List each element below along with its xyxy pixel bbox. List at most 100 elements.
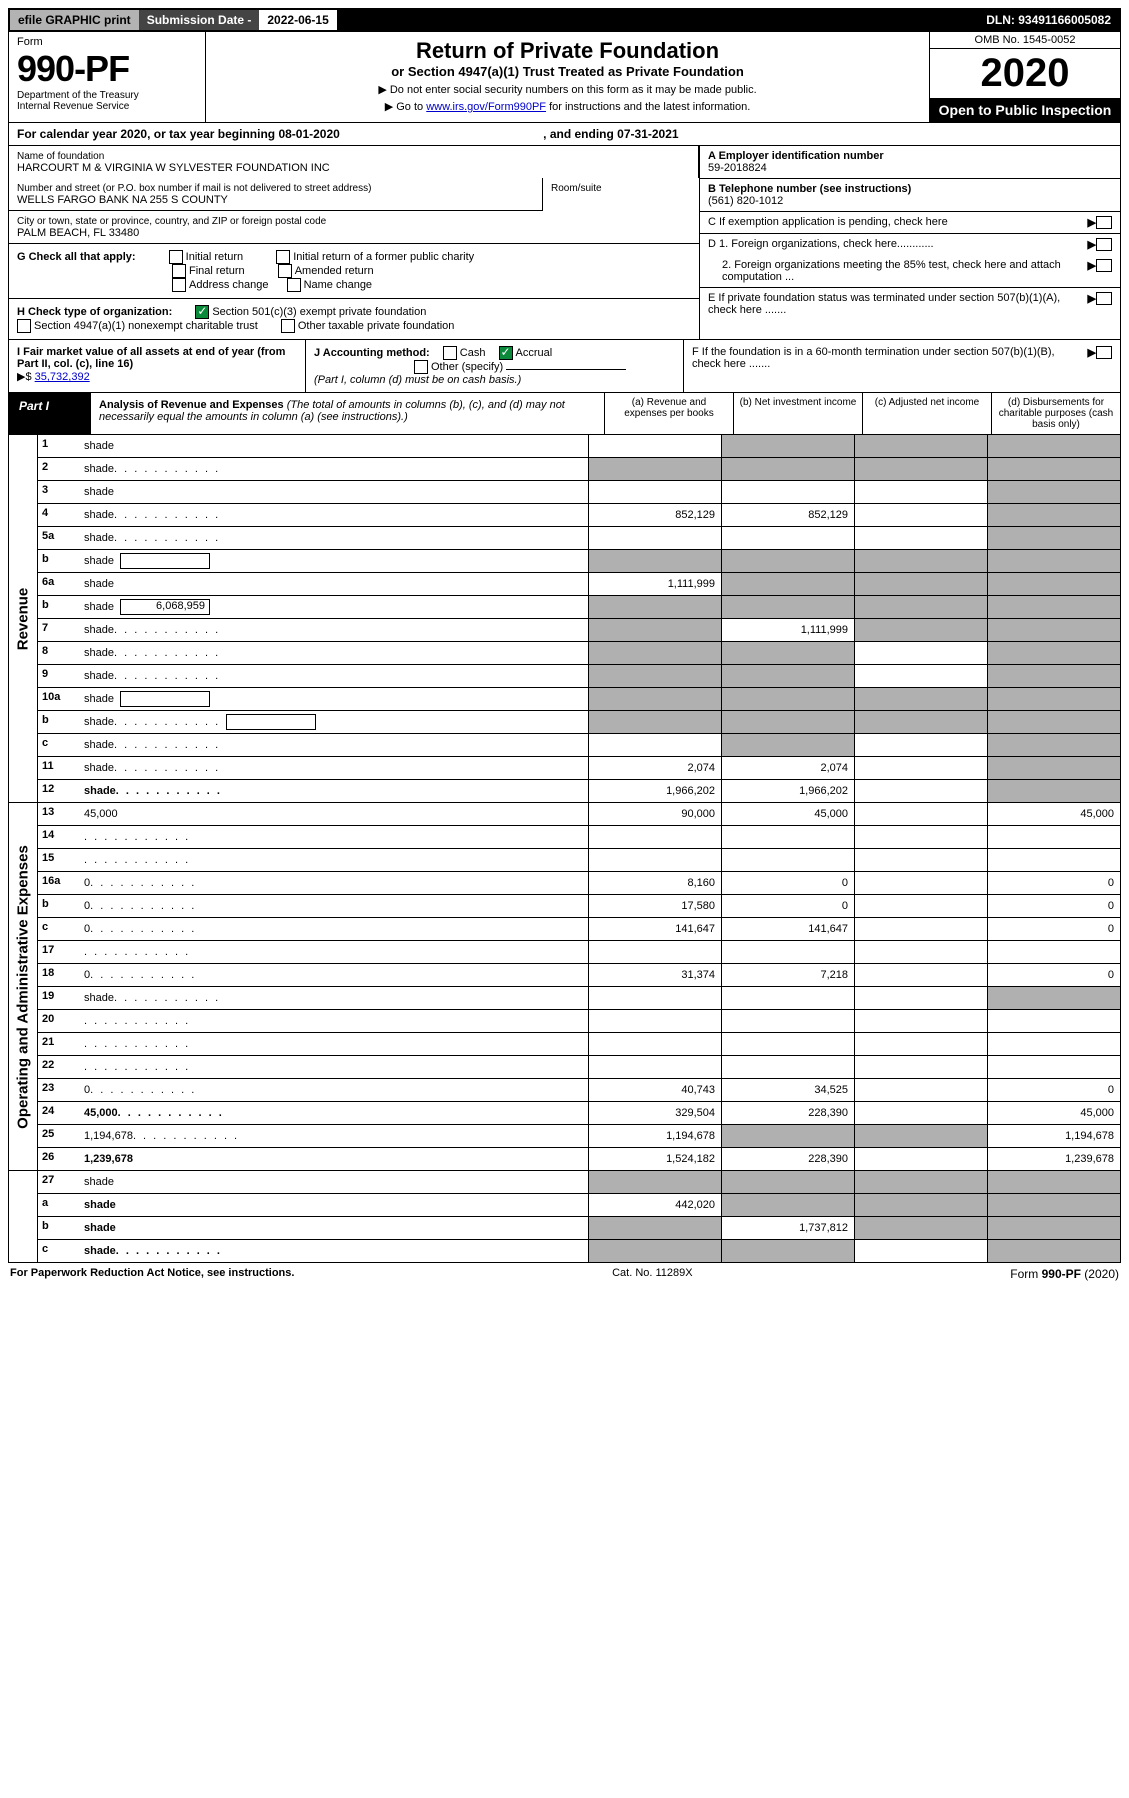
address-label: Number and street (or P.O. box number if… bbox=[17, 183, 371, 194]
accrual-checkbox[interactable] bbox=[499, 346, 513, 360]
line-25: 251,194,6781,194,6781,194,678 bbox=[38, 1125, 1120, 1148]
e-checkbox[interactable] bbox=[1096, 292, 1112, 305]
section-e: E If private foundation status was termi… bbox=[708, 292, 1088, 316]
address-change-checkbox[interactable] bbox=[172, 278, 186, 292]
f-checkbox[interactable] bbox=[1096, 346, 1112, 359]
telephone: (561) 820-1012 bbox=[708, 195, 1112, 207]
501c3-checkbox[interactable] bbox=[195, 305, 209, 319]
other-method-checkbox[interactable] bbox=[414, 360, 428, 374]
col-d-header: (d) Disbursements for charitable purpose… bbox=[991, 393, 1120, 434]
section-ijf: I Fair market value of all assets at end… bbox=[8, 340, 1121, 393]
form-header: Form 990-PF Department of the Treasury I… bbox=[8, 32, 1121, 123]
cat-number: Cat. No. 11289X bbox=[612, 1267, 693, 1281]
form-number: 990-PF bbox=[17, 48, 197, 90]
revenue-sidelabel: Revenue bbox=[15, 587, 32, 650]
city References: PALM BEACH, FL 33480 bbox=[17, 227, 691, 239]
form990pf-link[interactable]: www.irs.gov/Form990PF bbox=[426, 101, 546, 113]
line-8: 8shade bbox=[38, 642, 1120, 665]
line-9: 9shade bbox=[38, 665, 1120, 688]
omb-number: OMB No. 1545-0052 bbox=[930, 32, 1120, 49]
cash-checkbox[interactable] bbox=[443, 346, 457, 360]
dln: DLN: 93491166005082 bbox=[978, 10, 1119, 30]
header-left: Form 990-PF Department of the Treasury I… bbox=[9, 32, 206, 122]
line-13: 1345,00090,00045,00045,000 bbox=[38, 803, 1120, 826]
form-number-footer: Form 990-PF (2020) bbox=[1010, 1267, 1119, 1281]
line-18: 18031,3747,2180 bbox=[38, 964, 1120, 987]
irs-label: Internal Revenue Service bbox=[17, 101, 197, 112]
submission-date: 2022-06-15 bbox=[259, 10, 336, 30]
other-taxable-checkbox[interactable] bbox=[281, 319, 295, 333]
col-b-header: (b) Net investment income bbox=[733, 393, 862, 434]
form-word: Form bbox=[17, 36, 197, 48]
instr-ssn: ▶ Do not enter social security numbers o… bbox=[214, 83, 921, 96]
col-a-header: (a) Revenue and expenses per books bbox=[605, 393, 733, 434]
top-bar: efile GRAPHIC print Submission Date - 20… bbox=[8, 8, 1121, 32]
line-b: bshade bbox=[38, 711, 1120, 734]
address: WELLS FARGO BANK NA 255 S COUNTY bbox=[17, 194, 534, 206]
revenue-table: Revenue 1shade2shade3shade4shade852,1298… bbox=[8, 435, 1121, 803]
line-2: 2shade bbox=[38, 458, 1120, 481]
initial-public-checkbox[interactable] bbox=[276, 250, 290, 264]
section-h: H Check type of organization: Section 50… bbox=[9, 299, 699, 339]
line-b: bshade1,737,812 bbox=[38, 1217, 1120, 1240]
4947-checkbox[interactable] bbox=[17, 319, 31, 333]
line-12: 12shade1,966,2021,966,202 bbox=[38, 780, 1120, 802]
c-checkbox[interactable] bbox=[1096, 216, 1112, 229]
line-20: 20 bbox=[38, 1010, 1120, 1033]
line-7: 7shade1,111,999 bbox=[38, 619, 1120, 642]
d1-checkbox[interactable] bbox=[1096, 238, 1112, 251]
line-c: cshade bbox=[38, 1240, 1120, 1262]
line-b: bshade bbox=[38, 550, 1120, 573]
line-21: 21 bbox=[38, 1033, 1120, 1056]
line-17: 17 bbox=[38, 941, 1120, 964]
identity-section: Name of foundation HARCOURT M & VIRGINIA… bbox=[8, 146, 1121, 340]
line-4: 4shade852,129852,129 bbox=[38, 504, 1120, 527]
tel-label: B Telephone number (see instructions) bbox=[708, 183, 911, 195]
submission-date-label: Submission Date - bbox=[139, 10, 260, 30]
line-14: 14 bbox=[38, 826, 1120, 849]
form-subtitle: or Section 4947(a)(1) Trust Treated as P… bbox=[214, 64, 921, 79]
line-27: 27shade bbox=[38, 1171, 1120, 1194]
line-11: 11shade2,0742,074 bbox=[38, 757, 1120, 780]
part1-title: Analysis of Revenue and Expenses bbox=[99, 399, 284, 411]
expenses-table: Operating and Administrative Expenses 13… bbox=[8, 803, 1121, 1171]
header-right: OMB No. 1545-0052 2020 Open to Public In… bbox=[929, 32, 1120, 122]
initial-return-checkbox[interactable] bbox=[169, 250, 183, 264]
section-f: F If the foundation is in a 60-month ter… bbox=[692, 346, 1088, 370]
form-title: Return of Private Foundation bbox=[214, 38, 921, 64]
open-public-badge: Open to Public Inspection bbox=[930, 98, 1120, 122]
amended-return-checkbox[interactable] bbox=[278, 264, 292, 278]
section-c: C If exemption application is pending, c… bbox=[708, 216, 1088, 228]
column-headers: (a) Revenue and expenses per books (b) N… bbox=[604, 393, 1120, 434]
bottom-table: 27shadeashade442,020bshade1,737,812cshad… bbox=[8, 1171, 1121, 1263]
j-label: J Accounting method: bbox=[314, 347, 430, 359]
fmv-link[interactable]: 35,732,392 bbox=[35, 371, 90, 383]
section-g: G Check all that apply: Initial return I… bbox=[9, 244, 699, 299]
d2-checkbox[interactable] bbox=[1096, 259, 1112, 272]
line-23: 23040,74334,5250 bbox=[38, 1079, 1120, 1102]
line-16a: 16a08,16000 bbox=[38, 872, 1120, 895]
line-26: 261,239,6781,524,182228,3901,239,678 bbox=[38, 1148, 1120, 1170]
line-b: bshade6,068,959 bbox=[38, 596, 1120, 619]
part1-label: Part I bbox=[9, 393, 91, 434]
foundation-name: HARCOURT M & VIRGINIA W SYLVESTER FOUNDA… bbox=[17, 162, 690, 174]
section-d1: D 1. Foreign organizations, check here..… bbox=[708, 238, 1088, 250]
final-return-checkbox[interactable] bbox=[172, 264, 186, 278]
line-c: cshade bbox=[38, 734, 1120, 757]
section-d2: 2. Foreign organizations meeting the 85%… bbox=[708, 259, 1088, 283]
page-footer: For Paperwork Reduction Act Notice, see … bbox=[8, 1263, 1121, 1285]
line-c: c0141,647141,6470 bbox=[38, 918, 1120, 941]
name-change-checkbox[interactable] bbox=[287, 278, 301, 292]
efile-label: efile GRAPHIC print bbox=[10, 10, 139, 30]
part1-header: Part I Analysis of Revenue and Expenses … bbox=[8, 393, 1121, 435]
paperwork-notice: For Paperwork Reduction Act Notice, see … bbox=[10, 1267, 294, 1281]
city-label: City or town, state or province, country… bbox=[17, 216, 326, 227]
line-a: ashade442,020 bbox=[38, 1194, 1120, 1217]
calendar-year-row: For calendar year 2020, or tax year begi… bbox=[8, 123, 1121, 146]
line-6a: 6ashade1,111,999 bbox=[38, 573, 1120, 596]
i-label: I Fair market value of all assets at end… bbox=[17, 346, 285, 370]
j-note: (Part I, column (d) must be on cash basi… bbox=[314, 374, 521, 386]
line-b: b017,58000 bbox=[38, 895, 1120, 918]
name-label: Name of foundation bbox=[17, 151, 104, 162]
line-10a: 10ashade bbox=[38, 688, 1120, 711]
